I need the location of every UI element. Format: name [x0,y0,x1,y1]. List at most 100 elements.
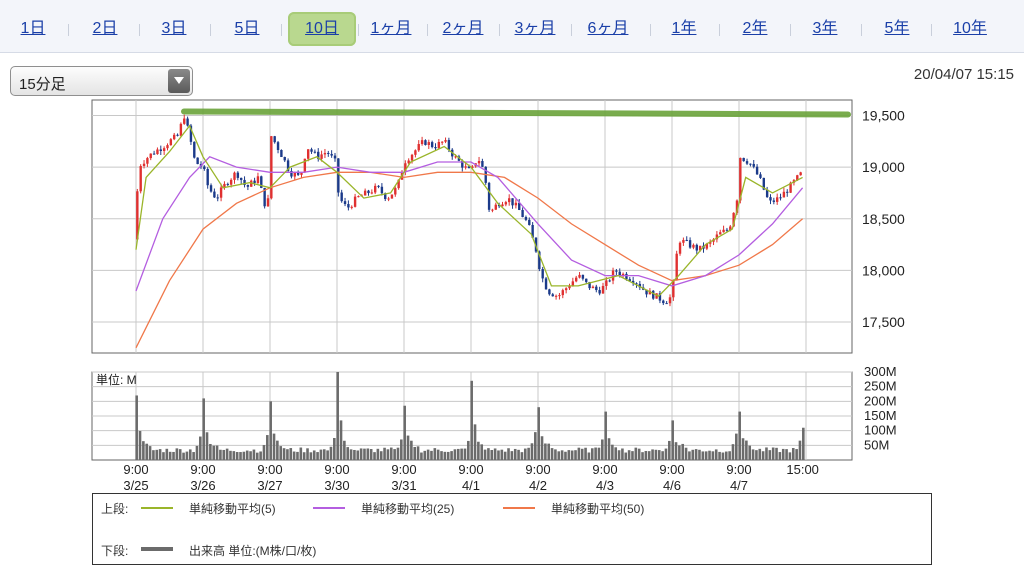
x-date-label: 4/7 [730,478,748,493]
volume-bar [627,450,631,460]
volume-bar [416,446,420,460]
candle-body [256,176,260,183]
candle-body [414,150,417,155]
volume-bar [607,438,611,460]
candle-body [320,154,323,159]
volume-bar [192,452,195,460]
candle-body [528,219,531,225]
candle-body [306,149,310,159]
chevron-down-icon[interactable] [168,69,190,93]
candle-body [424,140,427,145]
candle-body [672,280,675,298]
volume-bar [463,448,467,460]
tab-9[interactable]: 1年 [671,20,697,37]
volume-bar [413,446,417,460]
volume-bar [634,447,638,460]
tab-7[interactable]: 3ヶ月 [514,20,556,37]
volume-bar [168,451,172,460]
volume-bar [286,449,289,460]
tab-3[interactable]: 5日 [234,20,260,37]
volume-bar [587,452,591,460]
candle-body [149,153,152,159]
volume-y-tick: 200M [864,393,897,408]
candle-body [477,161,481,164]
tab-10[interactable]: 2年 [742,20,768,37]
volume-bar [142,441,145,460]
candle-body [618,271,621,276]
volume-bar [614,447,618,460]
candle-body [437,141,441,149]
volume-bar [540,436,544,460]
volume-bar [704,451,708,460]
volume-bar [333,438,336,460]
candle-body [471,166,474,169]
candle-body [574,277,578,282]
candle-body [226,183,229,185]
volume-bar [735,433,738,460]
candle-body [420,140,424,145]
candle-body [136,191,139,240]
volume-bar [202,398,205,460]
volume-bar [349,449,353,460]
volume-bar [778,452,782,460]
tab-6[interactable]: 2ヶ月 [442,20,484,37]
candle-body [538,251,541,270]
candle-body [243,179,246,185]
candle-body [440,141,444,143]
volume-bar [420,452,423,460]
x-date-label: 4/6 [663,478,681,493]
volume-bar [379,451,383,460]
candle-body [343,201,347,205]
candle-body [250,180,253,187]
candle-body [206,168,209,186]
tab-0[interactable]: 1日 [20,20,46,37]
volume-bar [467,440,470,460]
x-time-label: 9:00 [592,462,617,477]
x-time-label: 15:00 [786,462,819,477]
tab-12[interactable]: 5年 [884,20,910,37]
tab-1[interactable]: 2日 [92,20,118,37]
volume-bar [594,447,597,460]
volume-bar [738,411,741,460]
volume-bar [661,451,664,460]
tab-separator [210,24,211,36]
volume-bar [138,430,142,460]
tab-13[interactable]: 10年 [953,20,987,37]
candle-body [467,166,471,169]
volume-bar [791,448,795,460]
x-time-label: 9:00 [659,462,684,477]
volume-bar [215,445,219,460]
highlight-line [181,108,851,118]
volume-bar [185,451,189,460]
candle-body [695,244,698,251]
volume-bar [245,450,249,460]
volume-bar [359,448,363,460]
tab-5[interactable]: 1ヶ月 [370,20,412,37]
volume-bar [544,443,547,460]
volume-bar [353,449,356,460]
volume-bar [162,452,165,460]
candle-body [323,152,327,155]
volume-bar [597,447,601,460]
volume-bar [768,450,772,460]
tab-11[interactable]: 3年 [812,20,838,37]
candle-body [601,285,605,294]
tab-2[interactable]: 3日 [161,20,187,37]
volume-bar [219,449,222,460]
tab-8[interactable]: 6ヶ月 [587,20,629,37]
candle-body [735,200,739,213]
volume-bar [262,445,266,460]
candle-body [491,209,494,211]
volume-bar [500,449,504,460]
x-date-label: 3/30 [324,478,349,493]
candle-body [236,172,240,178]
x-date-label: 4/1 [462,478,480,493]
candle-body [162,148,166,152]
tab-separator [790,24,791,36]
bar-interval-select[interactable]: 15分足 [10,66,193,96]
candle-body [732,212,735,227]
candle-body [708,241,712,244]
candle-body [286,160,290,171]
tab-4[interactable]: 10日 [288,12,356,46]
candle-body [621,273,625,276]
